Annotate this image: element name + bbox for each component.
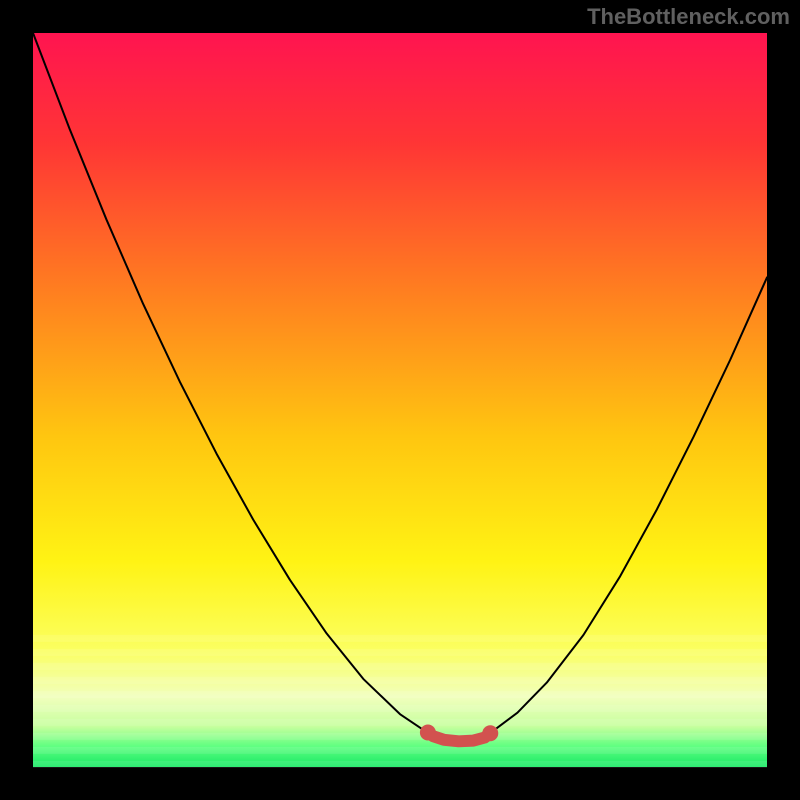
watermark-text: TheBottleneck.com xyxy=(587,4,790,30)
chart-container: TheBottleneck.com xyxy=(0,0,800,800)
bottleneck-chart xyxy=(0,0,800,800)
